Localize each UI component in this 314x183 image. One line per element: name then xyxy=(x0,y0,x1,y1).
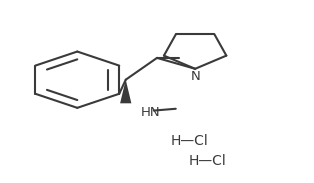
Text: H—Cl: H—Cl xyxy=(171,135,209,148)
Text: HN: HN xyxy=(141,106,160,119)
Text: N: N xyxy=(190,70,200,83)
Polygon shape xyxy=(120,80,131,103)
Text: H—Cl: H—Cl xyxy=(188,154,226,168)
